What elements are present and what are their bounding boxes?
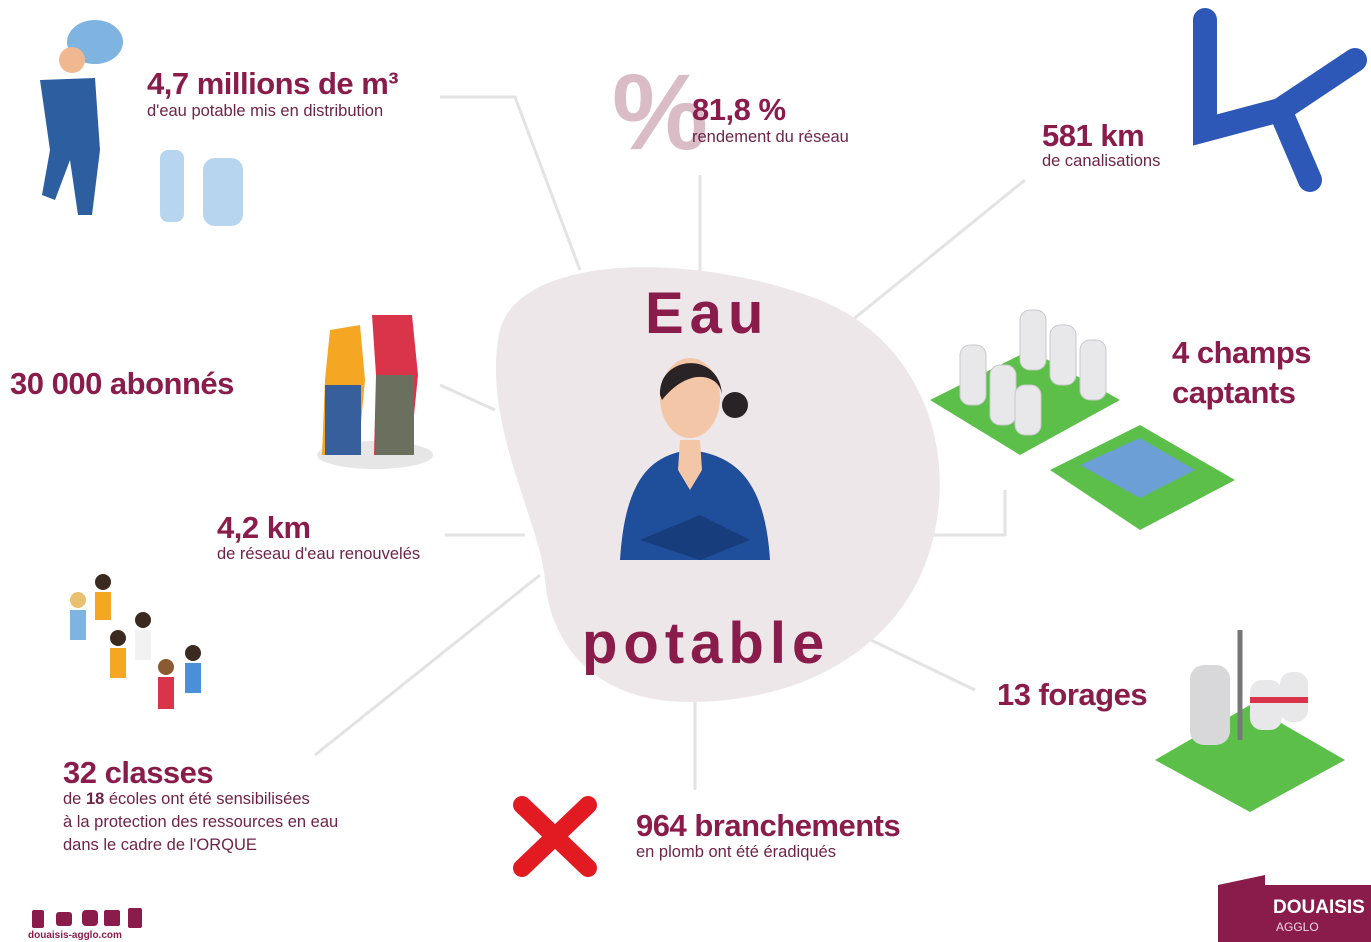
stat-text: à la protection des ressources en eau — [63, 813, 339, 831]
pipes — [1193, 8, 1367, 192]
logo-badge — [1218, 875, 1265, 942]
logo-subtext: AGGLO — [1276, 920, 1319, 934]
stat-text: de réseau d'eau renouvelés — [217, 545, 421, 563]
stat-text: de 18 écoles ont été sensibilisées — [63, 788, 310, 811]
logo-bar — [1265, 885, 1371, 942]
stat-text: dans le cadre de l'ORQUE — [63, 836, 257, 854]
social-icons — [32, 908, 142, 928]
text-part: de — [63, 790, 86, 808]
stat-headline: 4,7 millions de m³ — [147, 66, 399, 101]
stat-headline: 81,8 % — [692, 92, 786, 127]
treatment-plant — [930, 309, 1235, 530]
woman-illustration — [620, 358, 770, 560]
stat-headline: 964 branchements — [636, 808, 901, 843]
logo-text: DOUAISIS — [1273, 897, 1365, 918]
children — [70, 574, 201, 709]
center-title: Eau — [645, 281, 770, 346]
cross-icon — [513, 796, 597, 877]
water-carrier — [40, 20, 243, 226]
stat-headline: 581 km — [1042, 118, 1145, 153]
stat-headline: 32 classes — [63, 755, 214, 790]
stat-text: rendement du réseau — [692, 128, 849, 146]
couple — [317, 315, 433, 469]
text-bold: 18 — [85, 790, 105, 808]
stat-headline: 4,2 km — [217, 510, 311, 545]
stat-headline: 13 forages — [997, 677, 1148, 712]
center-title: potable — [582, 611, 831, 676]
stat-headline: captants — [1172, 375, 1296, 410]
stat-headline: 4 champs — [1172, 335, 1312, 370]
website: douaisis-agglo.com — [28, 930, 122, 941]
text-part: écoles ont été sensibilisées — [104, 790, 310, 808]
stat-text: de canalisations — [1042, 152, 1161, 170]
stat-text: en plomb ont été éradiqués — [636, 843, 836, 861]
percent-symbol: % — [612, 51, 709, 172]
boreholes — [1155, 630, 1345, 812]
stat-headline: 30 000 abonnés — [10, 366, 234, 401]
connectors — [314, 95, 1026, 790]
stat-text: d'eau potable mis en distribution — [147, 102, 384, 120]
